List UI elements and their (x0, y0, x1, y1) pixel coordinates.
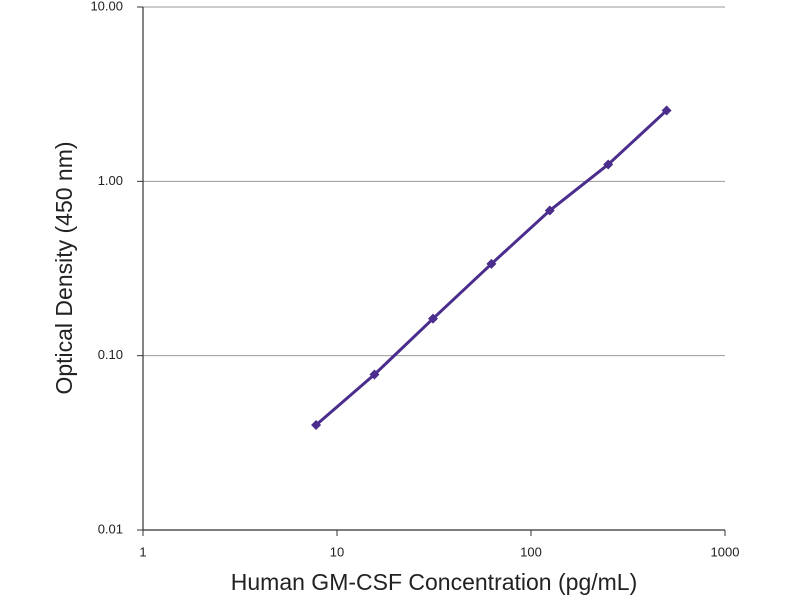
y-tick-label: 0.10 (98, 347, 123, 362)
y-tick-label: 10.00 (90, 0, 123, 13)
y-axis-title: Optical Density (450 nm) (51, 141, 77, 394)
data-point (661, 105, 672, 116)
data-point (486, 258, 497, 269)
x-tick-label: 10 (330, 544, 344, 559)
y-tick-label: 1.00 (98, 173, 123, 188)
data-point (603, 159, 614, 170)
x-tick-label: 100 (520, 544, 542, 559)
x-tick-label: 1 (139, 544, 146, 559)
data-point (428, 313, 439, 324)
x-tick-label: 1000 (711, 544, 740, 559)
y-tick-label: 0.01 (98, 521, 123, 536)
x-axis-title: Human GM-CSF Concentration (pg/mL) (231, 569, 637, 595)
data-point (311, 420, 322, 431)
data-point (544, 205, 555, 216)
data-point (369, 369, 380, 380)
